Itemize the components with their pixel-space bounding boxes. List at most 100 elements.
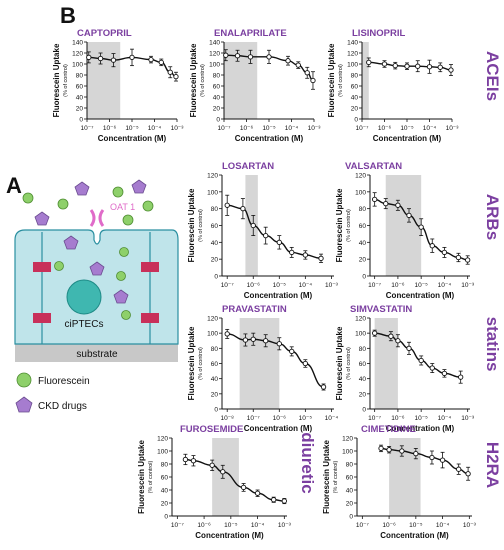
data-point: [465, 257, 471, 263]
x-tick-label: 10⁻⁷: [217, 125, 231, 132]
x-tick-label: 10⁻⁵: [224, 522, 238, 529]
y-tick-label: 20: [359, 391, 367, 398]
data-point: [110, 57, 117, 63]
cell-schematic: substrate ciPTECs OAT 1: [14, 179, 179, 362]
fluorescein-circle-icon: [116, 271, 126, 281]
x-tick-label: 10⁻⁴: [438, 415, 452, 422]
x-tick-label: 10⁻⁵: [409, 522, 423, 529]
x-tick-label: 10⁻³: [461, 282, 475, 289]
x-tick-label: 10⁻⁵: [414, 415, 428, 422]
transporter-label: OAT 1: [110, 202, 135, 212]
data-point: [429, 243, 435, 249]
x-tick-label: 10⁻³: [325, 282, 339, 289]
data-point: [429, 365, 435, 371]
x-tick-label: 10⁻⁴: [251, 522, 265, 529]
shaded-range: [212, 438, 239, 516]
y-tick-label: 60: [161, 475, 169, 482]
y-tick-label: 100: [347, 62, 358, 69]
x-tick-label: 10⁻³: [461, 415, 475, 422]
y-tick-label: 100: [209, 62, 220, 69]
data-point: [182, 456, 189, 463]
data-point: [395, 338, 401, 344]
x-tick-label: 10⁻⁴: [285, 125, 299, 132]
substrate: [15, 344, 178, 362]
y-tick-label: 0: [79, 117, 83, 124]
data-point: [388, 333, 394, 339]
chart-title: FUROSEMIDE: [180, 424, 243, 435]
shaded-range: [385, 175, 422, 276]
data-point: [254, 490, 261, 496]
y-tick-label: 0: [362, 407, 366, 414]
y-tick-label: 120: [207, 316, 218, 323]
data-point: [224, 202, 230, 208]
y-tick-label: 80: [351, 73, 359, 80]
x-tick-label: 10⁻³: [463, 522, 477, 529]
x-tick-label: 10⁻⁵: [414, 282, 428, 289]
data-point: [437, 64, 443, 70]
chart-pravastatin: PRAVASTATIN 0 20 40 60 80 100 120 10⁻⁸ 10⁻⁷ 10⁻⁶ 10…: [187, 304, 338, 433]
data-point: [366, 59, 372, 65]
x-tick-label: 10⁻⁸: [221, 415, 235, 422]
y-tick-label: 120: [342, 436, 353, 443]
data-point: [220, 469, 226, 475]
y-tick-label: 20: [211, 257, 219, 264]
y-tick-label: 0: [349, 514, 353, 521]
y-tick-label: 120: [209, 51, 220, 58]
x-tick-label: 10⁻⁷: [368, 415, 382, 422]
chart-captopril: CAPTOPRIL 0 20 40 60 80 100 120 140 10⁻⁷ 10⁻⁶ 10⁻⁵ 1…: [52, 28, 184, 143]
data-point: [439, 457, 446, 463]
y-tick-label: 140: [347, 40, 358, 47]
y-tick-label: 60: [213, 84, 221, 91]
data-point: [247, 54, 254, 60]
y-axis-sublabel: (% of control): [198, 209, 204, 242]
legend-label-fluorescein: Fluorescein: [38, 376, 90, 387]
chart-title: SIMVASTATIN: [350, 304, 412, 315]
x-tick-label: 10⁻⁶: [391, 282, 405, 289]
data-point: [223, 52, 229, 58]
shaded-range: [362, 42, 369, 119]
y-tick-label: 120: [355, 316, 366, 323]
x-tick-label: 10⁻⁷: [171, 522, 185, 529]
data-point: [129, 54, 135, 61]
chart-enalaprilate: ENALAPRILATE 0 20 40 60 80 100 120 140 10⁻⁷ 10⁻⁶ 10…: [189, 28, 321, 143]
x-tick-label: 10⁻⁵: [125, 125, 139, 132]
x-tick-label: 10⁻⁶: [382, 522, 396, 529]
y-tick-label: 80: [359, 346, 367, 353]
fluorescein-circle-icon: [22, 192, 34, 204]
y-tick-label: 80: [76, 73, 84, 80]
y-axis-label: Fluorescein Uptake: [137, 440, 146, 514]
y-tick-label: 0: [354, 117, 358, 124]
data-point: [263, 338, 269, 344]
data-point: [381, 61, 388, 67]
chart-title: CAPTOPRIL: [77, 28, 132, 39]
data-point: [276, 341, 282, 347]
y-tick-label: 0: [164, 514, 168, 521]
x-tick-label: 10⁻⁶: [240, 125, 254, 132]
y-tick-label: 100: [157, 449, 168, 456]
chart-title: LISINOPRIL: [352, 28, 406, 39]
y-axis-label: Fluorescein Uptake: [187, 188, 196, 262]
data-point: [209, 462, 215, 468]
data-point: [190, 458, 197, 464]
data-point: [250, 222, 256, 229]
data-point: [276, 239, 282, 245]
y-axis-label: Fluorescein Uptake: [335, 326, 344, 400]
data-point: [455, 254, 462, 261]
fluorescein-circle-icon: [122, 214, 134, 226]
data-point: [263, 232, 269, 239]
shaded-range: [239, 318, 280, 409]
fluorescein-circle-icon: [54, 261, 64, 271]
x-axis-label: Concentration (M): [386, 291, 455, 300]
x-tick-label: 10⁻⁴: [436, 522, 450, 529]
chart-title: VALSARTAN: [345, 161, 402, 172]
chart-cimetidine: CIMETIDINE 0 20 40 60 80 100 120 10⁻⁷ 10⁻⁶ 10⁻⁵ 10⁻…: [322, 424, 477, 540]
legend-label-ckd-drugs: CKD drugs: [38, 401, 87, 412]
y-tick-label: 100: [342, 449, 353, 456]
tight-junction: [33, 262, 51, 272]
data-point: [429, 454, 435, 461]
ckd-drug-pentagon-icon: [74, 181, 90, 196]
y-axis-sublabel: (% of control): [338, 64, 344, 97]
chart-valsartan: VALSARTAN 0 20 40 60 80 100 120 10⁻⁷ 10⁻⁶ 10⁻⁵ 10⁻⁴…: [335, 161, 475, 300]
panel-label-a: A: [6, 173, 22, 198]
